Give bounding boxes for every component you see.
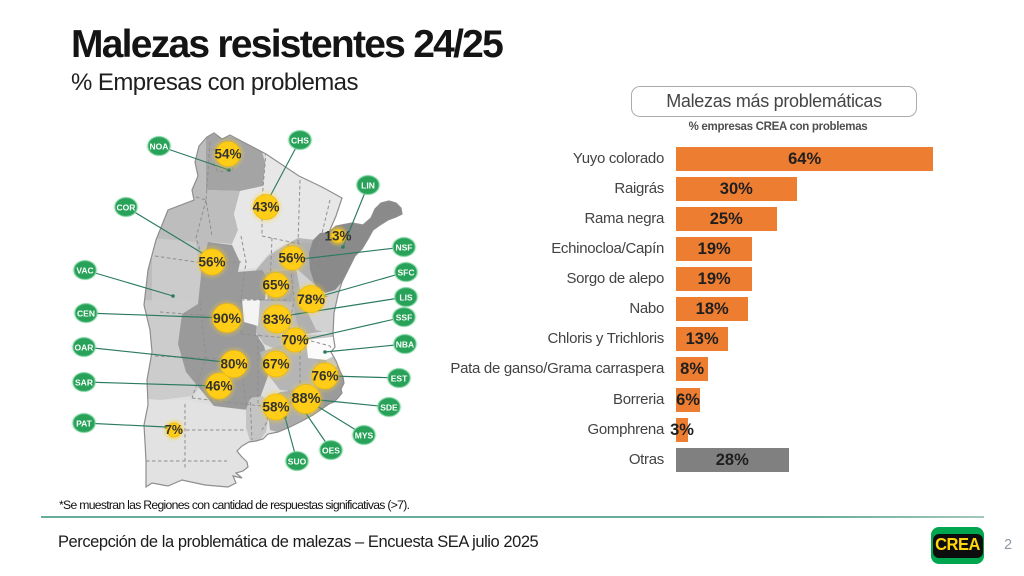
svg-text:COR: COR [117, 203, 136, 213]
svg-text:58%: 58% [262, 400, 289, 415]
svg-text:56%: 56% [198, 255, 225, 270]
svg-text:80%: 80% [220, 357, 247, 372]
svg-text:SUO: SUO [288, 457, 307, 467]
svg-text:13%: 13% [324, 229, 351, 244]
svg-text:88%: 88% [291, 391, 320, 407]
svg-text:SDE: SDE [380, 403, 398, 413]
svg-text:NOA: NOA [150, 142, 169, 152]
svg-text:65%: 65% [262, 278, 289, 293]
svg-text:54%: 54% [214, 147, 241, 162]
svg-text:EST: EST [391, 374, 408, 384]
svg-text:MYS: MYS [355, 431, 374, 441]
svg-text:VAC: VAC [76, 266, 93, 276]
svg-text:SFC: SFC [398, 268, 415, 278]
svg-text:CEN: CEN [77, 309, 95, 319]
svg-text:67%: 67% [262, 357, 289, 372]
svg-text:43%: 43% [252, 200, 279, 215]
svg-text:LIS: LIS [399, 293, 413, 303]
svg-text:NSF: NSF [396, 243, 413, 253]
svg-text:PAT: PAT [76, 419, 93, 429]
svg-text:70%: 70% [281, 333, 308, 348]
svg-text:LIN: LIN [361, 181, 375, 191]
svg-text:7%: 7% [165, 423, 183, 437]
svg-text:OAR: OAR [75, 343, 94, 353]
svg-text:CHS: CHS [291, 136, 309, 146]
svg-text:90%: 90% [213, 310, 242, 326]
svg-text:SSF: SSF [396, 313, 413, 323]
svg-text:76%: 76% [311, 369, 338, 384]
svg-text:78%: 78% [297, 291, 326, 307]
svg-text:83%: 83% [263, 311, 292, 327]
svg-text:46%: 46% [205, 379, 232, 394]
svg-text:56%: 56% [278, 251, 305, 266]
svg-text:OES: OES [322, 446, 340, 456]
svg-text:NBA: NBA [396, 340, 414, 350]
svg-text:SAR: SAR [75, 378, 93, 388]
